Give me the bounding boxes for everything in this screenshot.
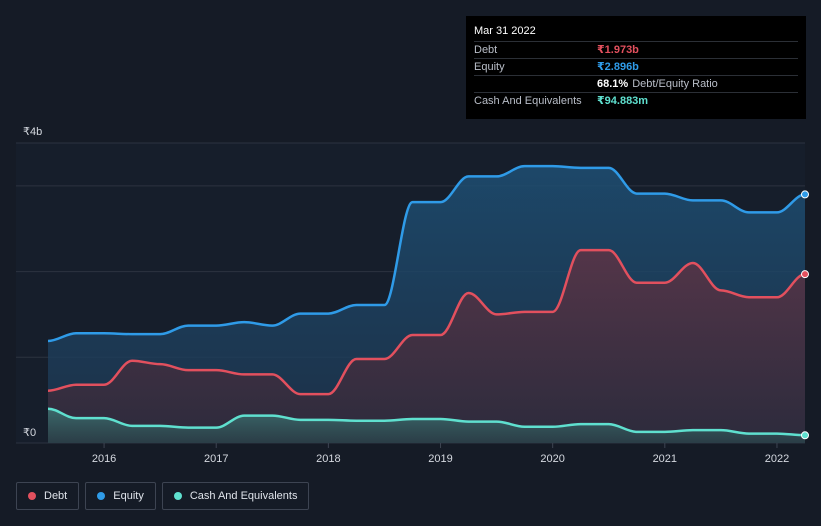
tooltip-cash-row: Cash And Equivalents ₹94.883m [474, 92, 798, 109]
y-tick-label: ₹4b [23, 126, 42, 138]
cash-end-point[interactable] [801, 431, 809, 440]
tooltip-equity-value: ₹2.896b [597, 61, 639, 73]
x-tick-label: 2017 [204, 453, 228, 465]
equity-dot-icon [97, 492, 106, 500]
debt-dot-icon [28, 492, 36, 500]
legend-debt-label: Debt [44, 490, 68, 502]
debt-area [48, 250, 805, 443]
x-tick-label: 2022 [765, 453, 789, 465]
equity-end-point[interactable] [801, 190, 809, 199]
tooltip-ratio-row: 68.1% Debt/Equity Ratio [474, 75, 798, 92]
tooltip-debt-label: Debt [474, 44, 498, 56]
debt-end-point[interactable] [801, 270, 809, 279]
legend-item-debt[interactable]: Debt [16, 482, 80, 510]
equity-line [47, 164, 806, 343]
x-tick-label: 2020 [540, 453, 564, 465]
tooltip-debt-value: ₹1.973b [597, 44, 639, 56]
series-end-markers [801, 190, 809, 440]
tooltip-equity-label: Equity [474, 61, 505, 73]
legend-equity-label: Equity [113, 490, 144, 502]
data-tooltip: Mar 31 2022 Debt ₹1.973b Equity ₹2.896b … [466, 16, 806, 119]
cash-line [47, 407, 806, 437]
x-tick-label: 2021 [653, 453, 677, 465]
cash-dot-icon [173, 492, 182, 500]
debt-line [47, 248, 806, 396]
cash-area [48, 408, 805, 443]
tooltip-ratio-label: Debt/Equity Ratio [632, 78, 718, 90]
tooltip-date: Mar 31 2022 [474, 25, 536, 37]
series-lines [47, 164, 806, 437]
tooltip-cash-value: ₹94.883m [597, 95, 649, 107]
tooltip-debt-row: Debt ₹1.973b [474, 41, 798, 58]
axes: ₹4b ₹0 2016 2017 2018 2019 2020 2021 2022 [23, 126, 789, 465]
legend-item-equity[interactable]: Equity [85, 482, 156, 510]
x-tick-label: 2019 [428, 453, 452, 465]
legend-item-cash[interactable]: Cash And Equivalents [161, 482, 310, 510]
tooltip-equity-row: Equity ₹2.896b [474, 58, 798, 75]
y-tick-label: ₹0 [23, 427, 36, 439]
x-tick-label: 2018 [316, 453, 340, 465]
tooltip-cash-label: Cash And Equivalents [474, 95, 582, 107]
chart-legend: Debt Equity Cash And Equivalents [16, 482, 315, 510]
x-tick-label: 2016 [92, 453, 116, 465]
legend-cash-label: Cash And Equivalents [189, 490, 298, 502]
tooltip-ratio-value: 68.1% [597, 78, 629, 90]
